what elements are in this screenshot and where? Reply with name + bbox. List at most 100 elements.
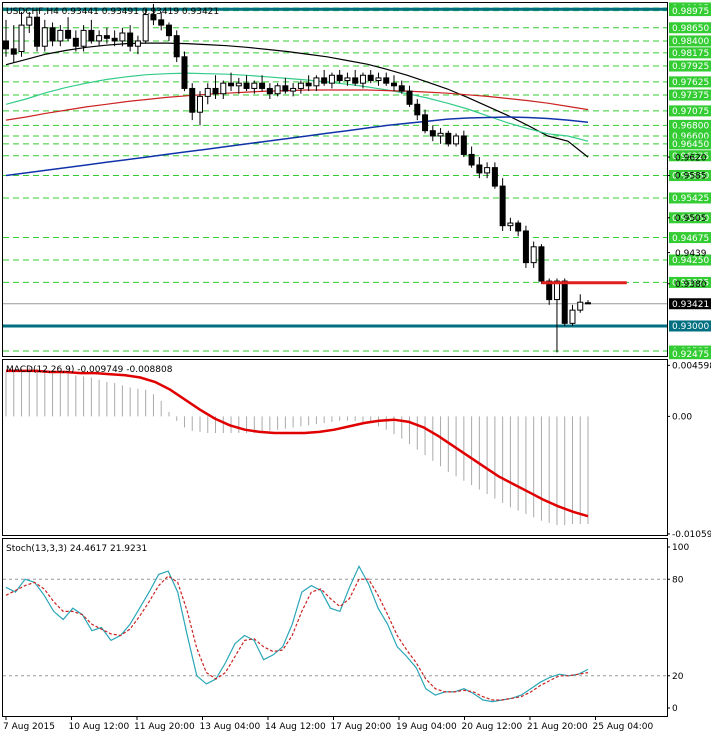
- bear-candle: [150, 14, 157, 21]
- bull-candle: [134, 40, 141, 47]
- price-level-tag-bg: [669, 138, 711, 150]
- stoch-panel: [2, 538, 668, 717]
- price-level-tag-bg: [669, 348, 711, 360]
- price-axis-label: 0.9380: [675, 280, 707, 290]
- bear-candle: [49, 27, 56, 42]
- bear-candle: [476, 164, 483, 174]
- price-level-tag: 0.96450: [672, 140, 709, 150]
- price-axis-label: 0.9505: [675, 214, 707, 224]
- current-price-tag: 0.93421: [672, 300, 709, 310]
- bear-candle: [266, 87, 273, 95]
- stoch-axis-label: 20: [672, 672, 684, 682]
- support-price-tag-bg: [669, 320, 711, 332]
- bull-candle: [41, 27, 48, 47]
- price-level-tag: 0.98400: [672, 37, 709, 47]
- bull-candle: [80, 29, 87, 47]
- time-axis-label: 13 Aug 04:00: [200, 722, 261, 732]
- price-level-tag-bg: [669, 150, 711, 162]
- price-level-tag-bg: [669, 130, 711, 142]
- bear-candle: [243, 82, 250, 89]
- price-level-tag: 0.96800: [672, 122, 709, 132]
- price-level-tag-bg: [669, 119, 711, 131]
- price-level-tag-bg: [669, 276, 711, 288]
- price-level-tag: 0.93825: [672, 279, 709, 289]
- time-axis-label: 17 Aug 20:00: [331, 722, 392, 732]
- macd-axis-label: 0.004598: [672, 362, 711, 372]
- bull-candle: [553, 280, 560, 301]
- time-axis-label: 25 Aug 04:00: [593, 722, 654, 732]
- bear-candle: [414, 103, 421, 116]
- bear-candle: [321, 77, 328, 84]
- bear-candle: [282, 85, 289, 92]
- bear-candle: [305, 82, 312, 87]
- bear-candle: [422, 114, 429, 132]
- price-axis: 0.990250.989750.986500.984000.981750.979…: [667, 2, 711, 360]
- price-level-tag: 0.97925: [672, 62, 709, 72]
- bear-candle: [259, 82, 266, 89]
- price-level-tag: 0.97625: [672, 78, 709, 88]
- bull-candle: [313, 77, 320, 87]
- price-level-tag: 0.95425: [672, 194, 709, 204]
- price-level-tag-bg: [669, 212, 711, 224]
- price-level-tag: 0.96600: [672, 132, 709, 142]
- bear-candle: [336, 74, 343, 82]
- stoch-title: Stoch(13,3,3) 24.4617 21.9231: [6, 544, 147, 554]
- stoch-axis-label: 0: [672, 704, 678, 714]
- bull-candle: [119, 32, 126, 42]
- price-level-tag: 0.92475: [672, 350, 709, 360]
- bear-candle: [158, 19, 165, 26]
- bear-candle: [10, 48, 17, 55]
- price-title: USDCHF,H4 0.93441 0.93491 0.93419 0.9342…: [6, 7, 219, 17]
- price-level-tag-bg: [669, 22, 711, 34]
- macd-title: MACD(12,26,9) -0.009749 -0.008808: [6, 365, 173, 375]
- price-level-tag: 0.95850: [672, 172, 709, 182]
- bear-candle: [173, 35, 180, 58]
- time-axis-label: 11 Aug 20:00: [134, 722, 195, 732]
- bear-candle: [127, 32, 134, 47]
- bear-candle: [65, 29, 72, 39]
- bear-candle: [538, 246, 545, 282]
- moving-average-line: [5, 116, 589, 177]
- bear-candle: [499, 185, 506, 227]
- stoch-main-line: [5, 564, 589, 703]
- price-axis-label: 0.9620: [675, 153, 707, 163]
- price-axis-label: 0.9585: [675, 172, 707, 182]
- macd-signal-line: [6, 369, 589, 518]
- bull-candle: [569, 309, 576, 324]
- price-level-tag: 0.95050: [672, 214, 709, 224]
- bear-candle: [460, 135, 467, 155]
- bear-candle: [406, 90, 413, 105]
- price-level-tag-bg: [669, 60, 711, 72]
- price-level-tag: 0.98650: [672, 24, 709, 34]
- bear-candle: [181, 56, 188, 89]
- bull-candle: [220, 82, 227, 95]
- price-level-tag: 0.94675: [672, 234, 709, 244]
- current-price-tag-bg: [669, 298, 711, 310]
- price-level-tag: 0.98175: [672, 49, 709, 59]
- bear-candle: [429, 130, 436, 137]
- bull-candle: [359, 74, 366, 84]
- time-axis-label: 19 Aug 04:00: [396, 722, 457, 732]
- bull-candle: [96, 35, 103, 42]
- bear-candle: [398, 85, 405, 92]
- price-level-tag-bg: [669, 47, 711, 59]
- time-axis-label: 21 Aug 20:00: [527, 722, 588, 732]
- bear-candle: [212, 87, 219, 95]
- bull-candle: [57, 29, 64, 42]
- bear-candle: [522, 230, 529, 264]
- bear-candle: [34, 16, 41, 47]
- price-level-tag-bg: [669, 232, 711, 244]
- support-price-tag: 0.93000: [672, 322, 709, 332]
- bear-candle: [367, 74, 374, 82]
- price-level-tag-bg: [669, 76, 711, 88]
- time-axis-label: 14 Aug 12:00: [265, 722, 326, 732]
- bear-candle: [3, 40, 9, 50]
- bull-candle: [251, 82, 258, 89]
- bull-candle: [328, 74, 335, 84]
- price-axis-label: 0.9439: [675, 249, 707, 259]
- bear-candle: [561, 280, 568, 324]
- price-level-tag-bg: [669, 35, 711, 47]
